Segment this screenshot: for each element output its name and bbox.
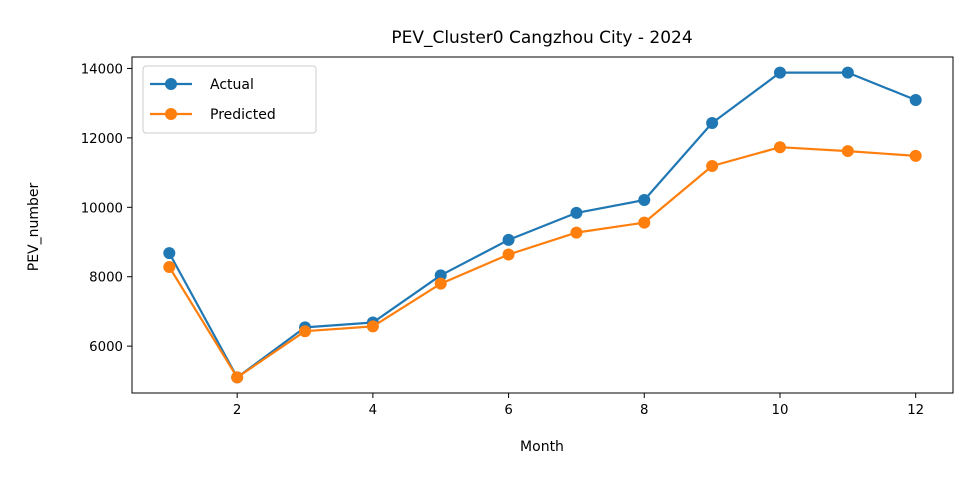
chart-title: PEV_Cluster0 Cangzhou City - 2024 [391, 28, 692, 48]
legend-label-actual: Actual [210, 77, 254, 93]
legend-marker-actual [165, 78, 177, 90]
data-point-predicted [638, 216, 651, 229]
x-tick-label: 8 [640, 403, 648, 418]
data-point-actual [773, 66, 786, 79]
data-point-actual [570, 206, 583, 219]
legend-label-predicted: Predicted [210, 107, 276, 123]
data-point-predicted [841, 145, 854, 158]
data-point-actual [434, 269, 447, 282]
series-line-actual [168, 71, 917, 379]
data-point-predicted [366, 320, 379, 333]
series-line-predicted [168, 146, 916, 379]
plot-area [131, 56, 954, 394]
x-tick-label: 6 [504, 403, 512, 418]
data-point-predicted [909, 149, 922, 162]
x-axis-ticks: 2 4 6 8 10 12 [233, 393, 924, 418]
legend-box [142, 65, 317, 134]
data-point-actual [841, 66, 854, 79]
y-tick-label: 10000 [81, 201, 123, 216]
data-point-actual [638, 194, 651, 207]
data-point-predicted [231, 371, 244, 384]
data-point-predicted [434, 277, 447, 290]
data-point-predicted [163, 261, 176, 273]
data-point-predicted [502, 248, 515, 261]
x-tick-label: 2 [233, 403, 241, 418]
data-point-predicted [299, 325, 312, 338]
data-point-actual [163, 247, 176, 260]
y-axis-label: PEV_number [26, 183, 42, 272]
axes-frame [131, 56, 954, 394]
y-axis-ticks: 6000 8000 10000 12000 14000 [81, 62, 132, 355]
x-tick-label: 10 [772, 403, 789, 418]
x-tick-label: 12 [907, 403, 924, 418]
data-point-actual [909, 94, 922, 107]
data-point-predicted [570, 226, 583, 239]
x-axis-label: Month [520, 439, 564, 455]
x-tick-label: 4 [369, 403, 377, 418]
y-tick-label: 14000 [81, 62, 123, 77]
data-point-actual [706, 116, 719, 129]
legend-marker-predicted [165, 108, 177, 120]
y-tick-label: 8000 [89, 271, 123, 286]
data-point-predicted [706, 159, 719, 172]
data-point-actual [502, 233, 515, 246]
y-tick-label: 12000 [81, 132, 123, 147]
data-point-predicted [773, 141, 786, 154]
legend: Actual Predicted [142, 65, 317, 134]
y-tick-label: 6000 [89, 340, 123, 355]
